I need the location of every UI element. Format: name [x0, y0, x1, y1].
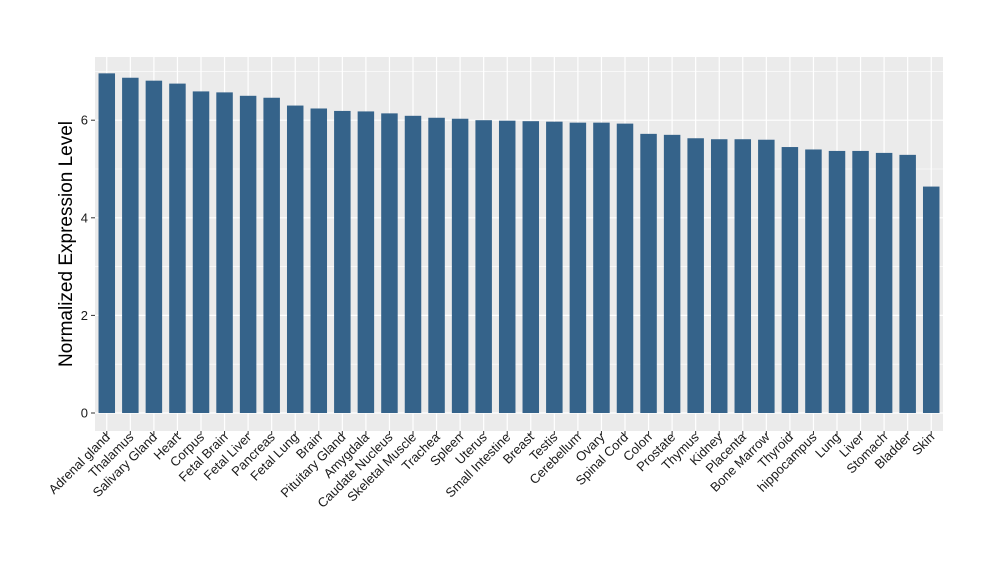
- bar: [239, 95, 257, 414]
- bar: [334, 110, 351, 414]
- bar: [310, 108, 328, 414]
- y-tick-label: 2: [81, 308, 88, 323]
- y-axis-title: Normalized Expression Level: [56, 121, 77, 367]
- bar: [357, 111, 375, 414]
- bar: [805, 149, 822, 414]
- bar: [192, 91, 210, 413]
- bars: [98, 73, 940, 414]
- bar: [687, 138, 704, 413]
- bar: [381, 113, 398, 414]
- bar: [169, 83, 186, 413]
- y-tick-label: 4: [81, 210, 88, 225]
- x-tick-label: Skin: [909, 430, 937, 458]
- bar: [404, 115, 422, 413]
- bar: [216, 92, 233, 413]
- bar: [852, 150, 869, 413]
- bar: [98, 73, 116, 413]
- bar: [546, 121, 563, 413]
- bar: [734, 139, 752, 414]
- y-axis: 0 2 4 6: [81, 113, 95, 421]
- bar: [451, 118, 469, 414]
- x-tick-label: Lung: [812, 430, 843, 461]
- bar: [122, 77, 139, 414]
- bar: [875, 152, 893, 413]
- bar: [616, 123, 634, 414]
- bar: [569, 122, 587, 413]
- plot-panel: [95, 57, 943, 431]
- bar: [475, 120, 492, 413]
- bar: [663, 134, 681, 413]
- bar: [710, 139, 728, 414]
- bar: [828, 150, 846, 413]
- bar: [922, 186, 940, 413]
- bar: [593, 122, 610, 413]
- bar: [263, 97, 280, 413]
- bar: [899, 154, 916, 413]
- y-tick-label: 0: [81, 406, 88, 421]
- bar: [498, 120, 516, 413]
- bar: [781, 147, 799, 414]
- bar: [640, 133, 657, 414]
- bar: [145, 80, 163, 414]
- bar: [758, 139, 775, 413]
- y-tick-label: 6: [81, 113, 88, 128]
- bar: [428, 117, 445, 413]
- bar: [522, 121, 540, 414]
- bar: [286, 105, 304, 413]
